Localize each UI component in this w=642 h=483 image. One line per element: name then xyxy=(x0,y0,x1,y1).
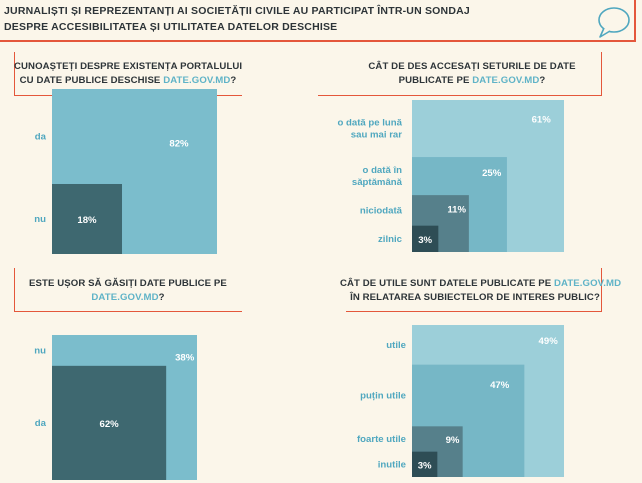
pct-label-1-0: 61% xyxy=(532,114,552,125)
question-3-frame xyxy=(14,268,242,312)
header-title-line-2: DESPRE ACCESIBILITATEA ȘI UTILITATEA DAT… xyxy=(4,21,338,33)
question-3-line-1: ESTE UȘOR SĂ GĂSIȚI DATE PUBLICE PE xyxy=(29,278,227,289)
speech-bubble-icon xyxy=(598,7,630,38)
category-label-0-0: da xyxy=(35,131,47,142)
question-2-line-2: PUBLICATE PE DATE.GOV.MD? xyxy=(398,75,546,86)
pct-label-3-0: 49% xyxy=(539,336,559,347)
question-2-link: DATE.GOV.MD xyxy=(472,75,540,86)
category-label-1-0: o dată pe lună sau mai rar xyxy=(337,118,402,141)
category-label-2-0: nu xyxy=(34,345,46,356)
question-3-link: DATE.GOV.MD xyxy=(91,292,159,303)
pct-label-1-2: 11% xyxy=(447,205,466,216)
pct-label-2-0: 38% xyxy=(175,352,195,363)
category-label-3-0: utile xyxy=(386,340,406,351)
category-label-0-1: nu xyxy=(34,214,46,225)
question-4-frame xyxy=(346,268,602,312)
header-title-line-1: JURNALIȘTI ȘI REPREZENTANȚI AI SOCIETĂȚI… xyxy=(4,5,470,17)
square-1-3 xyxy=(412,225,439,252)
question-1-link: DATE.GOV.MD xyxy=(163,75,231,86)
question-1-line-1: CUNOAȘTEȚI DESPRE EXISTENȚA PORTALULUI xyxy=(14,61,243,72)
question-4-line-1: CÂT DE UTILE SUNT DATELE PUBLICATE PE DA… xyxy=(340,278,622,289)
pct-label-0-0: 82% xyxy=(169,138,189,149)
question-1-line-2: CU DATE PUBLICE DESCHISE DATE.GOV.MD? xyxy=(19,75,237,86)
question-3-line-2: DATE.GOV.MD? xyxy=(91,292,165,303)
question-4-link: DATE.GOV.MD xyxy=(553,278,622,289)
survey-header: JURNALIȘTI ȘI REPREZENTANȚI AI SOCIETĂȚI… xyxy=(0,0,636,42)
question-4-line-2: ÎN RELATAREA SUBIECTELOR DE INTERES PUBL… xyxy=(350,292,600,303)
question-2-line-1: CÂT DE DES ACCESAȚI SETURILE DE DATE xyxy=(368,61,576,72)
category-label-3-3: inutile xyxy=(378,459,406,470)
category-label-1-1: o dată în săptămână xyxy=(352,165,403,188)
category-label-3-2: foarte utile xyxy=(357,434,406,445)
category-label-3-1: puțin utile xyxy=(360,390,406,401)
pct-label-3-3: 3% xyxy=(418,460,432,471)
pct-label-2-1: 62% xyxy=(99,419,119,430)
pct-label-1-3: 3% xyxy=(418,235,432,246)
category-label-2-1: da xyxy=(35,418,47,429)
pct-label-3-2: 9% xyxy=(446,435,460,446)
square-0-1 xyxy=(52,183,123,254)
category-label-1-2: niciodată xyxy=(360,205,403,216)
pct-label-3-1: 47% xyxy=(490,380,510,391)
pct-label-0-1: 18% xyxy=(77,215,97,226)
question-2-frame xyxy=(318,52,602,96)
pct-label-1-1: 25% xyxy=(482,168,502,179)
square-2-1 xyxy=(52,365,167,480)
square-3-3 xyxy=(412,451,438,477)
category-label-1-3: zilnic xyxy=(378,234,403,245)
